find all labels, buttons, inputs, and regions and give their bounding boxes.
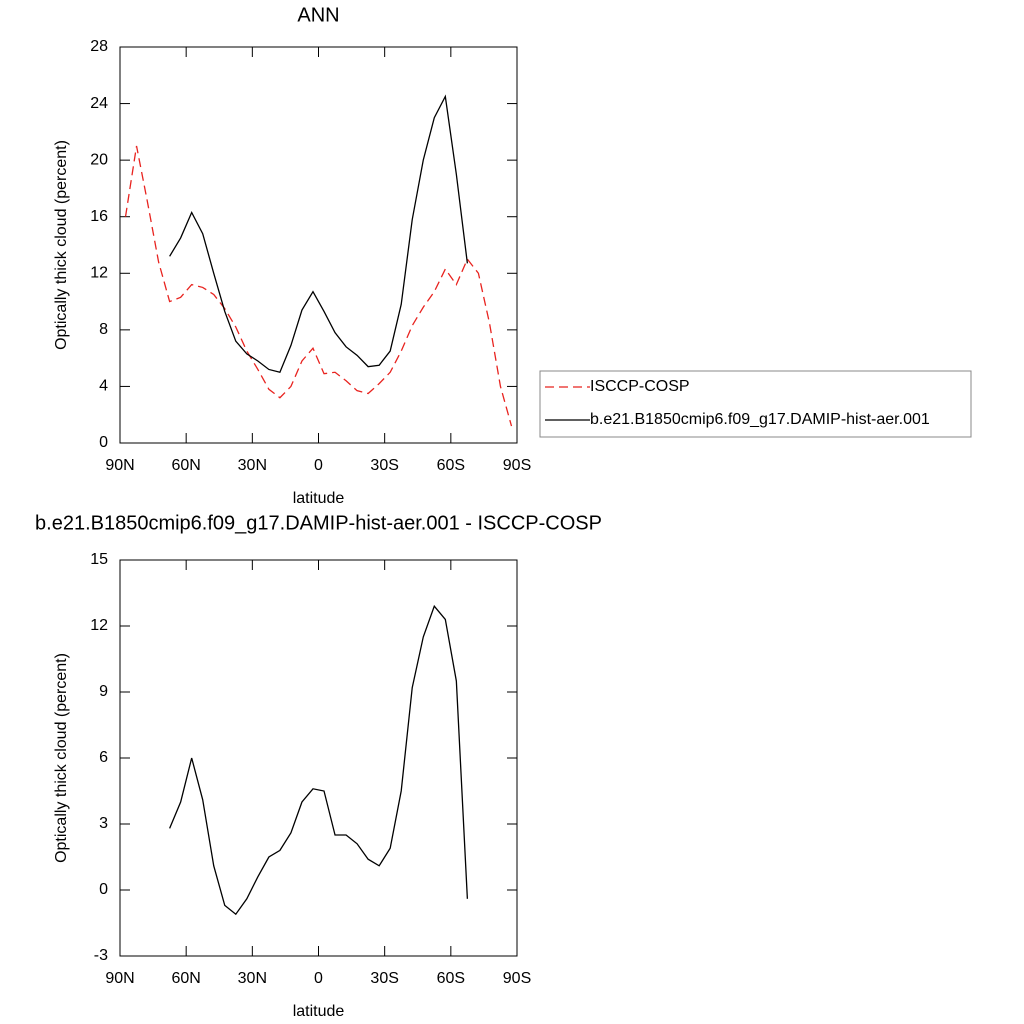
y-tick-label: 12 — [90, 617, 108, 634]
y-tick-label: 15 — [90, 551, 108, 568]
y-tick-label: 6 — [99, 749, 108, 766]
x-tick-label: 60S — [437, 457, 465, 474]
y-tick-label: -3 — [94, 947, 108, 964]
x-axis-label: latitude — [293, 1003, 345, 1020]
x-tick-label: 0 — [314, 457, 323, 474]
x-tick-label: 90S — [503, 970, 531, 987]
chart: ANN 0 4 8 12 16 20 24 28 90N 60N 30N 0 30S 60S 90S latit… — [53, 4, 972, 507]
legend-label: b.e21.B1850cmip6.f09_g17.DAMIP-hist-aer.… — [590, 411, 930, 428]
y-tick-label: 4 — [99, 378, 108, 395]
x-axis-label: latitude — [293, 490, 345, 507]
x-tick-label: 60N — [171, 457, 200, 474]
legend-label: ISCCP-COSP — [590, 378, 690, 395]
data-line — [124, 145, 513, 427]
legend: ISCCP-COSP b.e21.B1850cmip6.f09_g17.DAMIP… — [539, 370, 972, 438]
chart-title: b.e21.B1850cmip6.f09_g17.DAMIP-hist-aer.… — [35, 512, 602, 534]
x-tick-label: 90N — [105, 970, 134, 987]
data-line — [169, 604, 469, 916]
x-tick-label: 30N — [238, 457, 267, 474]
y-tick-label: 0 — [99, 434, 108, 451]
x-tick-label: 30S — [370, 457, 398, 474]
y-tick-label: 12 — [90, 265, 108, 282]
y-tick-label: 20 — [90, 151, 108, 168]
y-axis-label: Optically thick cloud (percent) — [53, 140, 70, 350]
x-tick-label: 30S — [370, 970, 398, 987]
x-tick-label: 90N — [105, 457, 134, 474]
x-tick-label: 0 — [314, 970, 323, 987]
data-line — [169, 94, 469, 374]
y-tick-label: 0 — [99, 881, 108, 898]
y-tick-label: 28 — [90, 38, 108, 55]
y-tick-label: 3 — [99, 815, 108, 832]
plot-frame — [119, 46, 518, 444]
x-tick-label: 60N — [171, 970, 200, 987]
x-tick-label: 60S — [437, 970, 465, 987]
legend-box — [539, 370, 972, 438]
chart-title: ANN — [297, 4, 339, 26]
y-tick-label: 16 — [90, 208, 108, 225]
y-tick-label: 9 — [99, 683, 108, 700]
plot-frame — [119, 559, 518, 957]
y-axis-label: Optically thick cloud (percent) — [53, 653, 70, 863]
x-tick-label: 90S — [503, 457, 531, 474]
y-tick-label: 24 — [90, 95, 108, 112]
x-tick-label: 30N — [238, 970, 267, 987]
chart: b.e21.B1850cmip6.f09_g17.DAMIP-hist-aer.… — [35, 512, 602, 1020]
y-tick-label: 8 — [99, 321, 108, 338]
